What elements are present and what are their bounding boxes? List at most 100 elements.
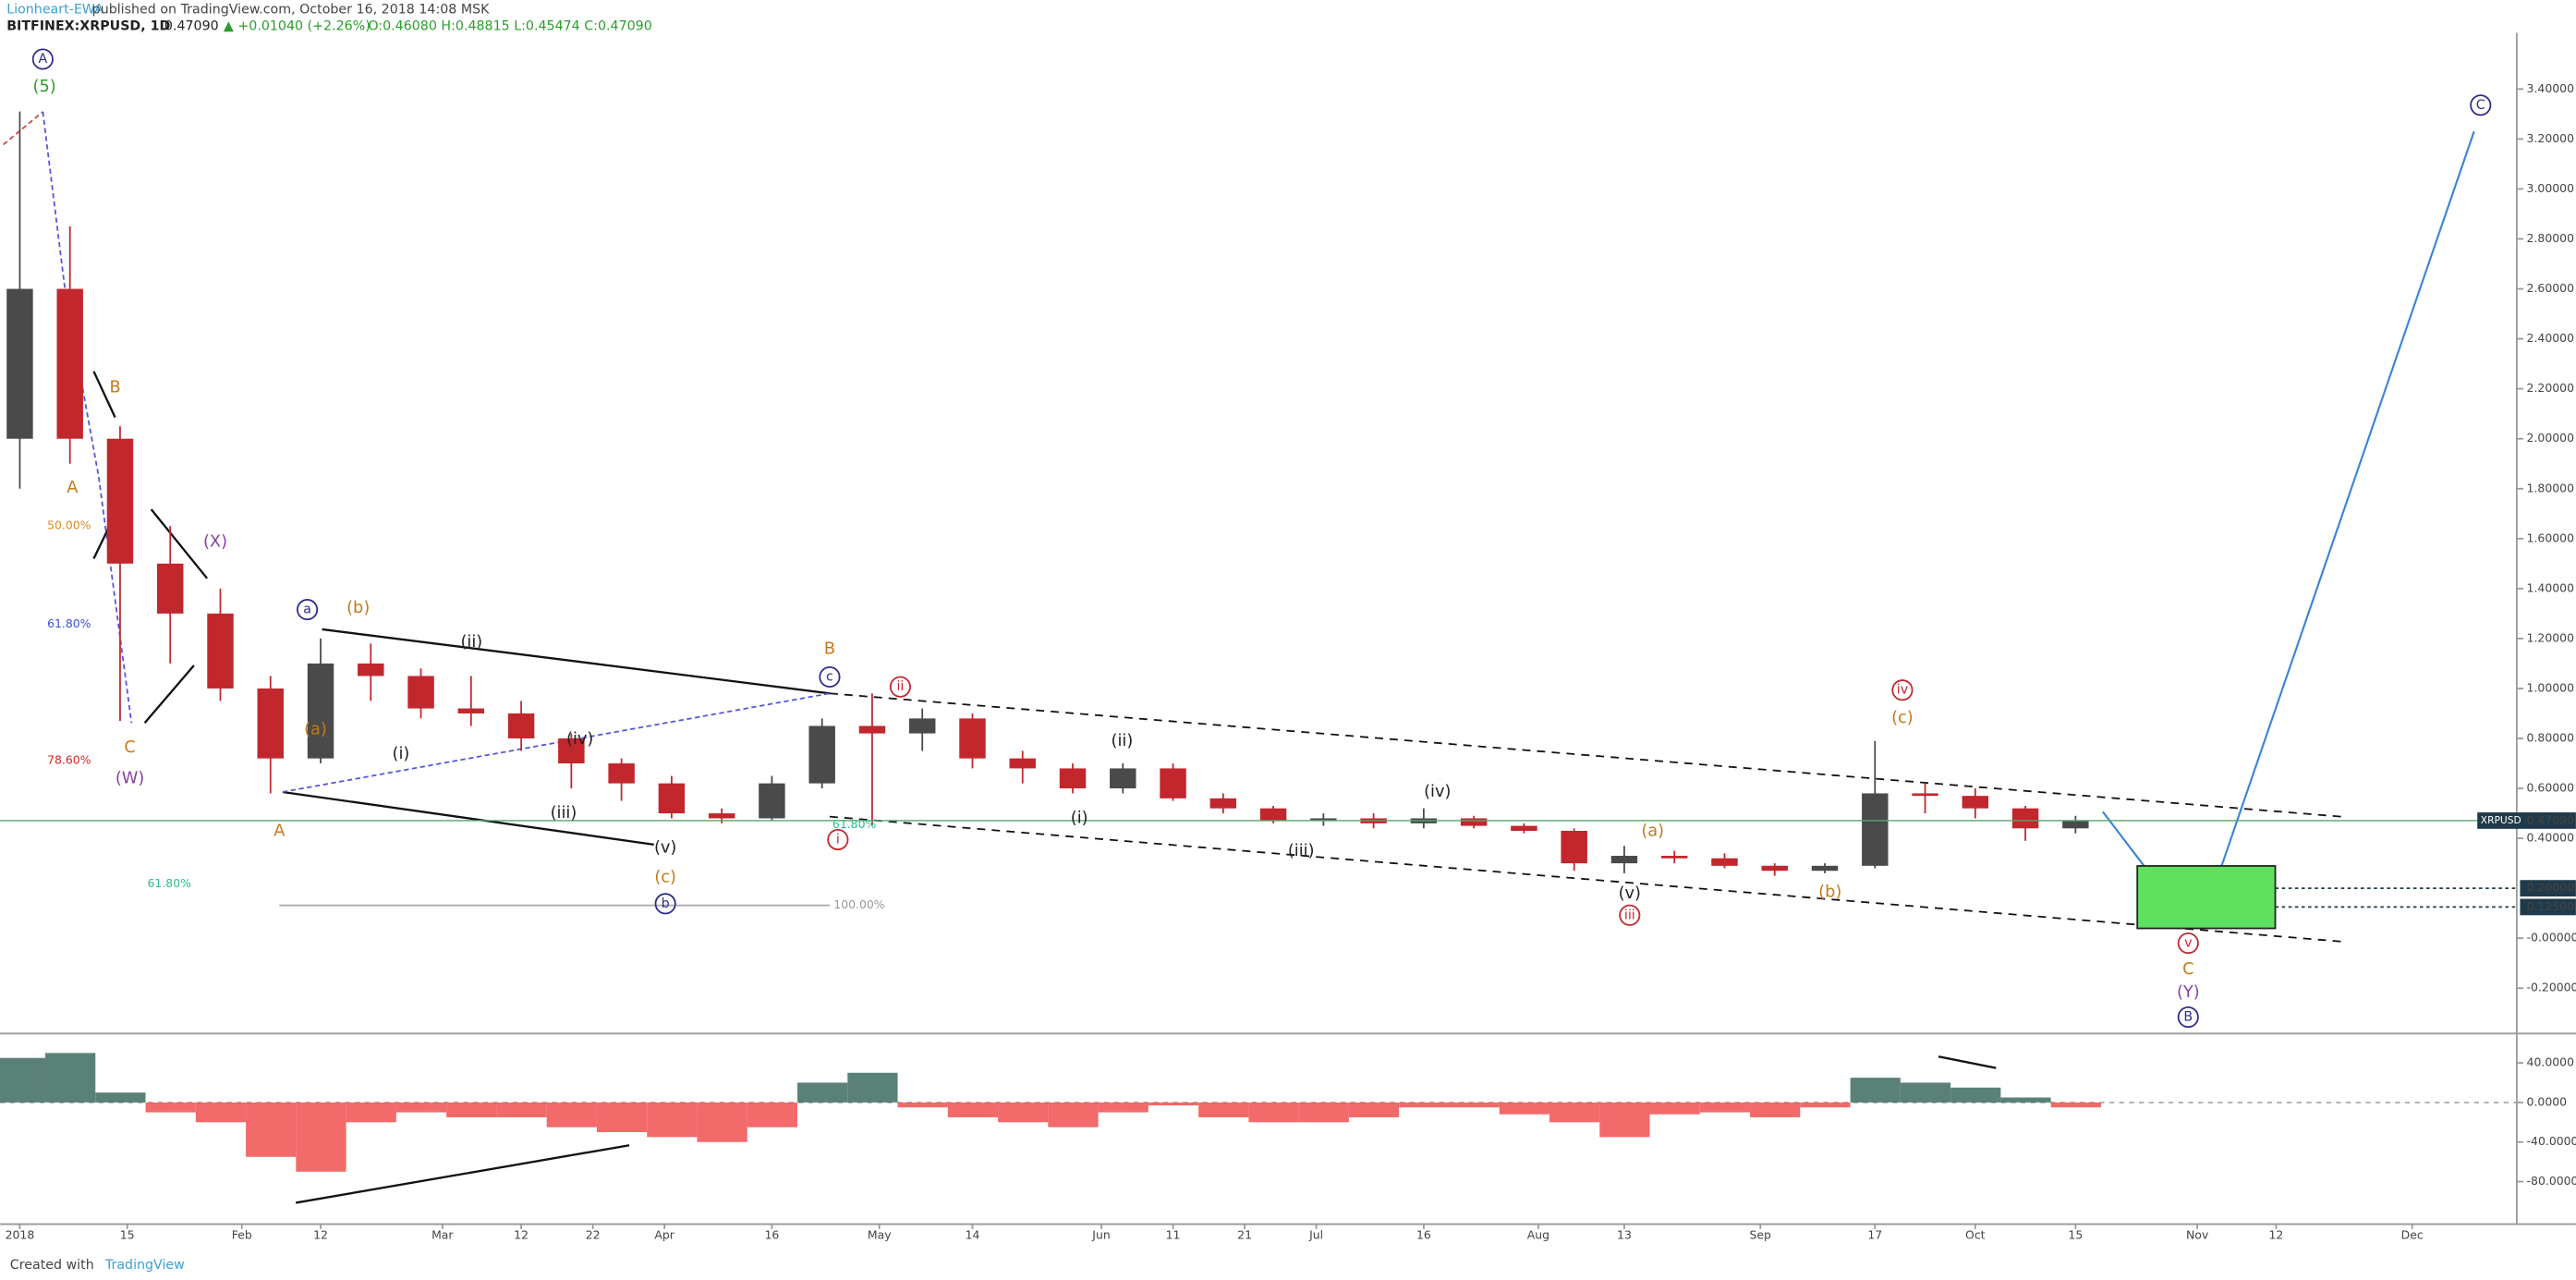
wave-label: 61.80% bbox=[148, 876, 192, 890]
oscillator-bar bbox=[1750, 1102, 1801, 1117]
wave-circle bbox=[827, 828, 849, 851]
wave-label: B bbox=[109, 379, 120, 397]
x-tick-label: 15 bbox=[120, 1227, 135, 1241]
x-tick-label: 12 bbox=[2268, 1227, 2283, 1241]
wave-label: v bbox=[2184, 936, 2192, 951]
x-tick-label: Oct bbox=[1965, 1227, 1986, 1241]
candle-body bbox=[2062, 820, 2089, 829]
oscillator-bar bbox=[346, 1102, 396, 1123]
wave-label: (c) bbox=[1891, 709, 1914, 727]
footer-brand: TradingView bbox=[104, 1258, 185, 1273]
x-tick-label: Nov bbox=[2186, 1227, 2208, 1241]
wave-label: (a) bbox=[304, 720, 327, 738]
footer-created: Created with bbox=[10, 1258, 94, 1273]
y-tick-label: 0.80000 bbox=[2527, 730, 2575, 744]
candle-body bbox=[106, 438, 134, 564]
wave-label: 61.80% bbox=[47, 616, 91, 630]
oscillator-bar bbox=[1699, 1102, 1751, 1113]
oscillator-bar bbox=[446, 1102, 497, 1117]
wave-label: (5) bbox=[33, 78, 56, 96]
oscillator-bar bbox=[1599, 1102, 1650, 1138]
candle-body bbox=[808, 725, 835, 784]
wave-circle bbox=[2177, 932, 2199, 955]
x-tick-label: 15 bbox=[2068, 1227, 2083, 1241]
wave-circle bbox=[2470, 94, 2492, 116]
level-tag: 0.12500 bbox=[2527, 899, 2575, 913]
wave-circle bbox=[889, 676, 911, 698]
wave-label: 61.80% bbox=[832, 817, 877, 831]
y-tick-label: 1.80000 bbox=[2527, 481, 2575, 494]
wave-label: c bbox=[826, 670, 833, 685]
candle-body bbox=[1110, 768, 1136, 789]
ohlc: O:0.46080 H:0.48815 L:0.45474 C:0.47090 bbox=[368, 18, 651, 33]
wave-circle bbox=[297, 599, 319, 621]
y-tick-label: 3.40000 bbox=[2527, 81, 2575, 95]
wave-circle bbox=[2177, 1006, 2199, 1029]
oscillator-bar bbox=[1900, 1082, 1951, 1103]
wave-label: (ii) bbox=[1112, 732, 1134, 750]
oscillator-bar bbox=[546, 1102, 597, 1128]
price-tag-symbol: XRPUSD bbox=[2481, 814, 2521, 826]
y-tick-label: 1.60000 bbox=[2527, 530, 2575, 544]
candle-body bbox=[457, 708, 485, 713]
y-tick-label: 3.00000 bbox=[2527, 181, 2575, 195]
candle-body bbox=[1160, 768, 1186, 798]
oscillator-bar bbox=[596, 1102, 648, 1132]
oscillator-bar bbox=[998, 1102, 1049, 1123]
price-tag-bg bbox=[2477, 812, 2576, 829]
author: Lionheart-EWA bbox=[6, 3, 103, 18]
oscillator-bar bbox=[2000, 1097, 2051, 1103]
wave-label: 100.00% bbox=[833, 897, 885, 911]
candle-body bbox=[1660, 856, 1688, 859]
oscillator-bar bbox=[697, 1102, 747, 1142]
oscillator-bar bbox=[1449, 1102, 1500, 1108]
candle-body bbox=[358, 663, 384, 677]
wave-circle bbox=[819, 665, 841, 689]
wave-label: (b) bbox=[346, 599, 370, 617]
wave-circle bbox=[1619, 904, 1641, 926]
oscillator-bar bbox=[395, 1102, 447, 1113]
last-price: 0.47090 bbox=[164, 18, 219, 33]
y-tick-label: 2.80000 bbox=[2527, 231, 2575, 245]
candle-body bbox=[207, 613, 234, 689]
candle-body bbox=[1209, 798, 1237, 809]
oscillator-bar bbox=[1499, 1102, 1549, 1115]
level-tag-bg bbox=[2520, 898, 2576, 916]
wave-label: C bbox=[124, 738, 135, 757]
change: ▲ +0.01040 (+2.26%) bbox=[224, 18, 371, 33]
y-tick-label: 0.60000 bbox=[2527, 781, 2575, 795]
x-tick-label: 11 bbox=[1166, 1227, 1181, 1241]
candle-body bbox=[858, 725, 886, 734]
oscillator-bar bbox=[296, 1102, 346, 1172]
y-tick-label: 0.0000 bbox=[2527, 1094, 2568, 1108]
oscillator-bar bbox=[496, 1102, 547, 1117]
wave-label: (ii) bbox=[461, 633, 483, 652]
oscillator-bar bbox=[1198, 1102, 1249, 1117]
wave-label: A bbox=[67, 479, 78, 497]
oscillator-bar bbox=[1549, 1102, 1600, 1123]
candle-body bbox=[1610, 856, 1638, 864]
y-tick-label: 2.60000 bbox=[2527, 281, 2575, 295]
x-tick-label: 16 bbox=[765, 1227, 780, 1241]
oscillator-bar bbox=[1850, 1078, 1901, 1103]
wave-label: iii bbox=[1624, 908, 1635, 922]
x-tick-label: 16 bbox=[1416, 1227, 1431, 1241]
wave-label: B bbox=[824, 640, 835, 658]
y-tick-label: 0.40000 bbox=[2527, 831, 2575, 845]
wave-label: A bbox=[273, 823, 285, 841]
oscillator-bar bbox=[45, 1053, 96, 1103]
x-tick-label: 12 bbox=[313, 1227, 328, 1241]
wave-label: (c) bbox=[654, 868, 676, 886]
wave-label: C bbox=[2182, 960, 2193, 979]
wave-label: ii bbox=[896, 679, 904, 694]
candle-body bbox=[1761, 865, 1788, 872]
wave-label: (Y) bbox=[2177, 983, 2200, 1002]
y-tick-label: -0.20000 bbox=[2527, 981, 2576, 994]
candle-body bbox=[1912, 793, 1938, 797]
candle-body bbox=[558, 738, 585, 764]
y-tick-label: 40.0000 bbox=[2527, 1055, 2575, 1069]
y-tick-label: 2.40000 bbox=[2527, 331, 2575, 345]
candle-body bbox=[1561, 830, 1587, 864]
